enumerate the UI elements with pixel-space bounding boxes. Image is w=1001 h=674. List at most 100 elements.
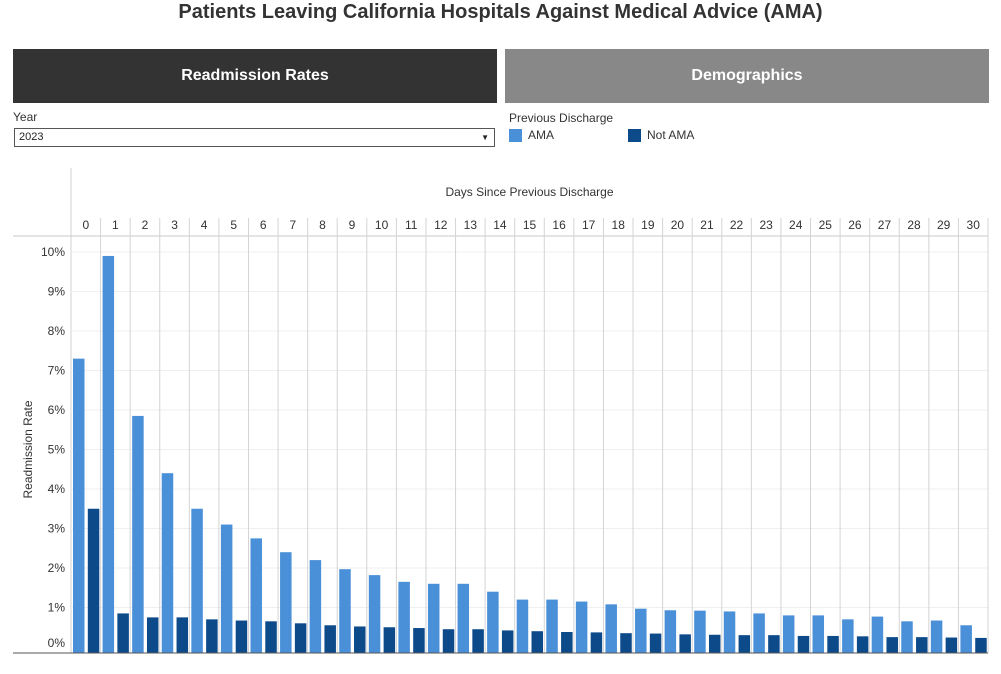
legend-item-ama[interactable]: AMA [509,128,554,142]
legend-swatch-not-ama [628,128,641,142]
bar-not-ama [916,637,928,653]
bar-ama [871,616,884,653]
bar-ama [427,583,440,653]
bar-ama [546,599,558,653]
x-category-label: 0 [82,218,89,232]
x-category-label: 11 [405,218,418,232]
bar-ama [280,552,292,653]
year-dropdown-value: 2023 [19,131,44,143]
bar-not-ama [235,620,248,653]
x-category-label: 13 [464,218,478,232]
x-category-label: 4 [201,218,208,232]
bar-not-ama [738,635,751,653]
bar-not-ama [945,637,958,653]
bar-not-ama [975,637,987,653]
x-category-label: 8 [319,218,326,232]
bar-not-ama [176,617,189,653]
y-tick-label: 10% [41,245,65,259]
bar-ama [220,524,233,653]
bar-not-ama [827,635,839,653]
bar-not-ama [856,636,869,653]
bar-not-ama [679,634,691,653]
bar-ama [132,415,144,653]
bar-not-ama [413,628,425,653]
bar-not-ama [501,630,514,653]
bar-not-ama [620,633,632,653]
y-tick-label: 4% [48,482,66,496]
legend-item-not-ama[interactable]: Not AMA [628,128,694,142]
x-category-label: 22 [730,218,744,232]
bar-not-ama [146,617,159,653]
tab-readmission-rates[interactable]: Readmission Rates [13,49,497,103]
bar-ama [901,621,913,653]
bar-not-ama [472,629,484,653]
bar-not-ama [87,508,100,653]
y-tick-label: 5% [48,443,66,457]
bar-not-ama [797,635,810,653]
y-tick-label: 9% [48,285,66,299]
x-category-label: 10 [375,218,389,232]
x-category-label: 29 [937,218,951,232]
y-tick-label: 0% [48,636,66,650]
bar-ama [930,620,943,653]
chevron-down-icon: ▼ [481,133,489,142]
x-category-label: 12 [434,218,448,232]
tab-demographics[interactable]: Demographics [505,49,989,103]
x-category-label: 14 [493,218,507,232]
bar-ama [161,473,174,653]
bar-ama [842,619,854,653]
year-filter-label: Year [13,110,38,124]
x-category-label: 6 [260,218,267,232]
bar-not-ama [117,613,129,653]
y-tick-label: 2% [48,561,66,575]
bar-ama [73,358,85,653]
legend-label-not-ama: Not AMA [647,128,695,142]
bar-not-ama [649,633,662,653]
legend-title: Previous Discharge [509,111,614,125]
bar-ama [605,604,617,653]
bar-ama [457,583,470,653]
readmission-bar-chart: Days Since Previous Discharge 0% 1% 2% 3% 4% 5… [13,168,989,654]
x-category-label: 18 [612,218,626,232]
x-category-label: 5 [230,218,237,232]
bar-not-ama [383,627,396,653]
y-tick-label: 6% [48,403,66,417]
bar-ama [309,560,322,653]
x-category-label: 25 [819,218,833,232]
bar-not-ama [265,621,277,653]
bar-not-ama [442,629,455,653]
bar-not-ama [324,625,336,653]
bar-ama [102,255,115,653]
bar-ama [812,615,825,653]
x-category-label: 26 [848,218,862,232]
bar-ama [191,508,203,653]
bar-ama [960,625,972,653]
bar-not-ama [561,631,573,653]
x-category-label: 3 [171,218,178,232]
x-category-label: 2 [142,218,149,232]
x-category-label: 20 [671,218,685,232]
bar-ama [753,613,765,653]
x-category-label: 19 [641,218,655,232]
year-dropdown[interactable]: 2023 ▼ [14,128,495,147]
bar-not-ama [886,637,898,653]
x-category-label: 9 [349,218,356,232]
y-tick-label: 1% [48,601,66,615]
bar-ama [516,599,529,653]
bar-not-ama [354,626,366,653]
x-category-label: 24 [789,218,803,232]
bar-not-ama [768,635,780,653]
bar-ama [250,538,262,653]
x-category-label: 17 [582,218,596,232]
page-title: Patients Leaving California Hospitals Ag… [178,1,823,23]
bar-ama [782,615,795,653]
x-axis-title: Days Since Previous Discharge [445,185,613,199]
bar-not-ama [294,623,307,653]
legend-swatch-ama [509,128,522,142]
bar-not-ama [590,632,603,653]
bar-ama [664,610,677,653]
x-category-label: 30 [967,218,981,232]
bar-ama [575,601,588,653]
y-axis-title: Readmission Rate [21,400,35,498]
x-category-label: 28 [907,218,921,232]
